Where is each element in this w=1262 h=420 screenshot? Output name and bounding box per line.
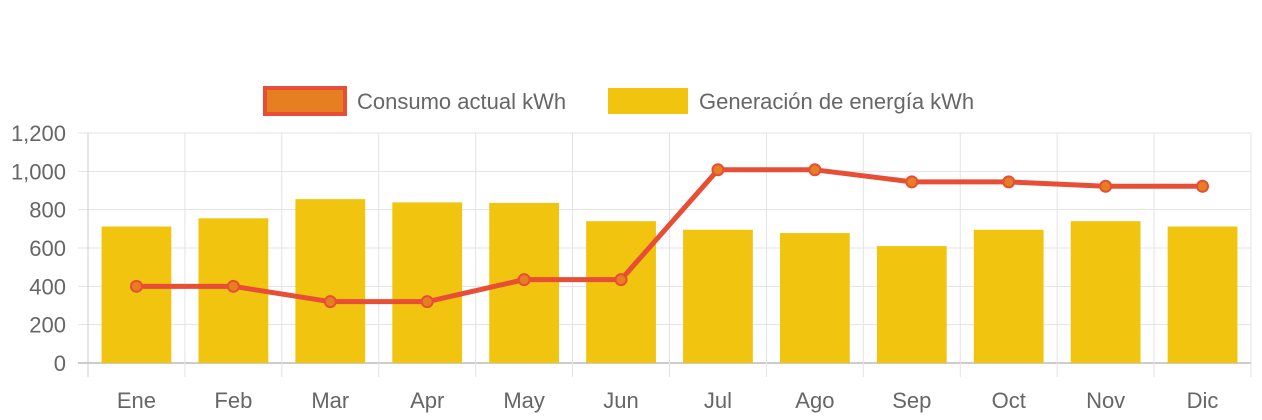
bar[interactable] bbox=[973, 229, 1044, 363]
bar[interactable] bbox=[1167, 226, 1238, 363]
y-tick-label: 400 bbox=[29, 274, 66, 299]
legend-item-consumo[interactable]: Consumo actual kWh bbox=[263, 86, 566, 116]
line-point[interactable] bbox=[129, 279, 143, 293]
bar[interactable] bbox=[876, 246, 947, 363]
axes: 0 200 400 600 800 1,000 1,200 Ene Feb Mar Apr May Ju… bbox=[11, 121, 1218, 413]
line-point[interactable] bbox=[1002, 175, 1016, 189]
x-tick-label: Ago bbox=[795, 388, 834, 413]
x-tick-label: Jul bbox=[704, 388, 732, 413]
legend-item-generacion[interactable]: Generación de energía kWh bbox=[608, 88, 974, 114]
y-tick-label: 600 bbox=[29, 236, 66, 261]
consumo-line bbox=[136, 167, 1203, 305]
line-point[interactable] bbox=[1099, 179, 1113, 193]
y-tick-label: 800 bbox=[29, 198, 66, 223]
x-tick-label: Sep bbox=[892, 388, 931, 413]
x-tick-label: Ene bbox=[117, 388, 156, 413]
line-point[interactable] bbox=[905, 175, 919, 189]
bar[interactable] bbox=[101, 226, 172, 363]
bar[interactable] bbox=[683, 229, 753, 363]
line-point[interactable] bbox=[323, 295, 337, 309]
line-point[interactable] bbox=[1196, 179, 1210, 193]
line-series bbox=[129, 163, 1210, 309]
line-point[interactable] bbox=[517, 273, 531, 287]
bar[interactable] bbox=[392, 202, 463, 363]
x-tick-label: Oct bbox=[992, 388, 1026, 413]
x-tick-label: Nov bbox=[1086, 388, 1125, 413]
y-tick-label: 200 bbox=[29, 313, 66, 338]
legend-swatch-consumo bbox=[263, 86, 347, 116]
y-tick-label: 1,200 bbox=[11, 121, 66, 146]
x-tick-label: Jun bbox=[603, 388, 638, 413]
legend-label-consumo: Consumo actual kWh bbox=[357, 89, 566, 114]
line-point[interactable] bbox=[226, 279, 240, 293]
x-tick-label: Feb bbox=[214, 388, 252, 413]
legend[interactable]: Consumo actual kWh Generación de energía… bbox=[263, 86, 974, 116]
y-tick-label: 0 bbox=[54, 351, 66, 376]
grid bbox=[78, 132, 1252, 377]
x-tick-label: Mar bbox=[311, 388, 349, 413]
line-point[interactable] bbox=[614, 273, 628, 287]
line-point[interactable] bbox=[808, 163, 822, 177]
y-tick-label: 1,000 bbox=[11, 159, 66, 184]
legend-swatch-generacion bbox=[608, 88, 688, 114]
bar[interactable] bbox=[295, 199, 366, 363]
x-tick-label: May bbox=[503, 388, 545, 413]
line-point[interactable] bbox=[711, 163, 725, 177]
bar[interactable] bbox=[586, 221, 656, 363]
line-point[interactable] bbox=[420, 295, 434, 309]
x-tick-label: Apr bbox=[410, 388, 444, 413]
legend-label-generacion: Generación de energía kWh bbox=[699, 89, 974, 114]
bar[interactable] bbox=[1070, 221, 1141, 363]
x-tick-label: Dic bbox=[1187, 388, 1219, 413]
bar[interactable] bbox=[779, 233, 850, 363]
